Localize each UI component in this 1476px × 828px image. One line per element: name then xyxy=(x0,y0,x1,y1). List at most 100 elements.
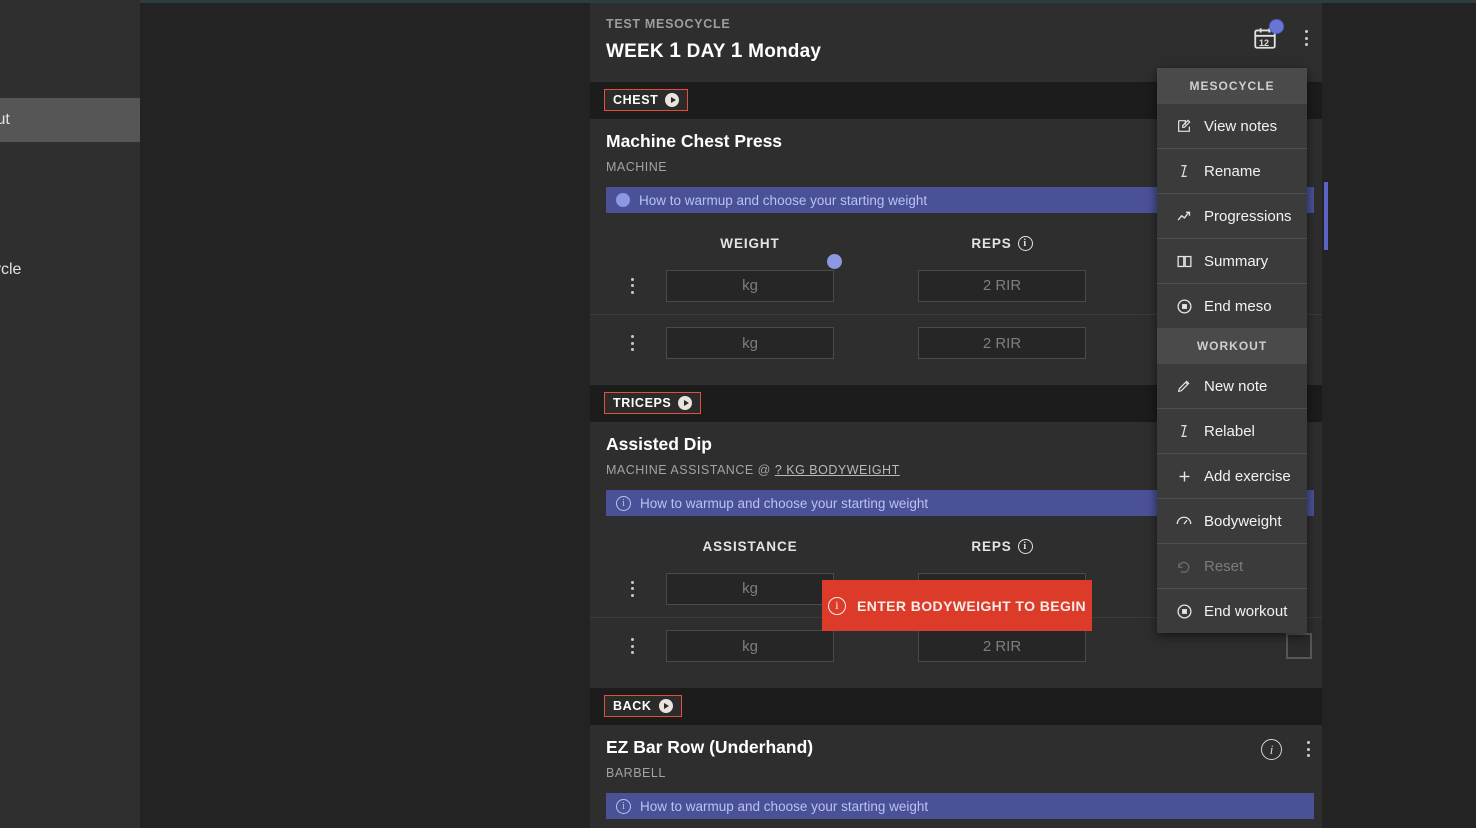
set-row: kg 2 RIR xyxy=(590,314,1330,371)
notification-badge xyxy=(1269,19,1284,34)
menu-item-label: End workout xyxy=(1204,602,1288,620)
assistance-field-wrap: kg xyxy=(666,572,834,605)
sidebar: RP Beta Current workout Exercises Plan a… xyxy=(0,0,140,828)
workout-content: TEST MESOCYCLE WEEK 1 DAY 1 Monday 12 xyxy=(590,3,1330,828)
day-number: 1 xyxy=(730,39,743,62)
reps-input[interactable]: 2 RIR xyxy=(918,269,1086,302)
column-header-assistance: ASSISTANCE xyxy=(702,539,798,554)
sidebar-item-profile[interactable]: Profile xyxy=(0,374,140,418)
menu-item-new-note[interactable]: New note xyxy=(1157,363,1307,408)
exercise-equipment: MACHINE xyxy=(606,160,668,174)
set-more-vertical-icon[interactable] xyxy=(622,274,642,298)
exercise-more-vertical-icon[interactable] xyxy=(1298,737,1318,761)
exercise-card-ez-bar-row: EZ Bar Row (Underhand) BARBELL i i How t… xyxy=(590,725,1330,828)
header-more-vertical-icon[interactable] xyxy=(1296,26,1316,50)
menu-item-rename[interactable]: Rename xyxy=(1157,148,1307,193)
sidebar-brand: RP Beta xyxy=(0,52,140,98)
exercise-header: Machine Chest Press MACHINE xyxy=(590,119,1330,174)
calendar-icon[interactable]: 12 xyxy=(1252,19,1284,51)
reps-input[interactable]: 2 RIR xyxy=(918,630,1086,662)
menu-section-workout: WORKOUT xyxy=(1157,328,1307,363)
menu-item-label: Summary xyxy=(1204,252,1269,270)
week-word: WEEK xyxy=(606,41,664,62)
menu-item-bodyweight[interactable]: Bodyweight xyxy=(1157,498,1307,543)
column-header-reps: REPS xyxy=(971,539,1012,554)
exercise-header: EZ Bar Row (Underhand) BARBELL i xyxy=(590,725,1330,780)
sidebar-item-plan-mesocycle[interactable]: Plan a mesocycle xyxy=(0,261,22,278)
set-more-vertical-icon[interactable] xyxy=(622,634,642,658)
undo-icon xyxy=(1175,558,1193,575)
day-word: DAY xyxy=(686,41,726,62)
text-cursor-icon xyxy=(1175,163,1193,179)
header-actions: 12 xyxy=(1252,19,1316,51)
menu-item-reset[interactable]: Reset xyxy=(1157,543,1307,588)
assistance-input[interactable]: kg xyxy=(666,630,834,662)
mesocycle-label: TEST MESOCYCLE xyxy=(606,17,731,31)
menu-item-label: Add exercise xyxy=(1204,467,1291,485)
empty-left-pane xyxy=(140,3,590,828)
muscle-group-label: CHEST xyxy=(613,93,659,107)
scrollbar-thumb[interactable] xyxy=(1324,182,1328,250)
sidebar-item-current-workout[interactable]: Current workout xyxy=(0,98,140,142)
sidebar-item-settings[interactable]: Settings xyxy=(0,418,140,462)
assistance-input[interactable]: kg xyxy=(666,572,834,605)
loading-dot-icon xyxy=(616,193,630,207)
info-circle-icon: i xyxy=(616,495,631,511)
muscle-group-row: BACK xyxy=(590,688,1330,718)
reps-info-icon[interactable]: i xyxy=(1017,539,1033,554)
workout-options-menu: MESOCYCLE View notes Rename xyxy=(1157,68,1307,633)
bodyweight-link[interactable]: ? KG BODYWEIGHT xyxy=(774,463,900,477)
info-circle-icon: i xyxy=(616,798,631,814)
weight-input[interactable]: kg xyxy=(666,327,834,359)
exercise-header-icons: i xyxy=(1261,737,1318,761)
muscle-group-tag-chest[interactable]: CHEST xyxy=(604,89,689,111)
exercise-equipment: MACHINE ASSISTANCE @ ? KG BODYWEIGHT xyxy=(606,463,1316,477)
day-name: Monday xyxy=(748,41,822,62)
weight-input[interactable]: kg xyxy=(666,269,834,302)
exercise-info-icon[interactable]: i xyxy=(1261,738,1282,760)
stop-circle-icon xyxy=(1175,603,1193,620)
sidebar-item-exercises[interactable]: Exercises xyxy=(0,204,140,248)
menu-item-end-meso[interactable]: End meso xyxy=(1157,283,1307,328)
assistance-field-wrap: kg xyxy=(666,630,834,662)
muscle-group-label: TRICEPS xyxy=(613,396,672,410)
trend-up-icon xyxy=(1175,208,1193,225)
exercise-header: Assisted Dip MACHINE ASSISTANCE @ ? KG B… xyxy=(590,422,1330,477)
menu-section-mesocycle: MESOCYCLE xyxy=(1157,68,1307,103)
menu-item-relabel[interactable]: Relabel xyxy=(1157,408,1307,453)
exercise-name: Assisted Dip xyxy=(606,434,712,454)
sidebar-item-overview[interactable]: Overview xyxy=(0,692,140,736)
week-number: 1 xyxy=(669,39,682,62)
menu-item-progressions[interactable]: Progressions xyxy=(1157,193,1307,238)
content-scrollbar[interactable] xyxy=(1322,3,1330,828)
set-more-vertical-icon[interactable] xyxy=(622,577,642,601)
menu-item-view-notes[interactable]: View notes xyxy=(1157,103,1307,148)
set-row: kg 2 RIR xyxy=(590,617,1330,674)
muscle-group-tag-back[interactable]: BACK xyxy=(604,695,682,717)
reps-info-icon[interactable]: i xyxy=(1017,236,1033,251)
edit-note-icon xyxy=(1175,118,1193,134)
menu-item-end-workout[interactable]: End workout xyxy=(1157,588,1307,633)
calendar-day-number: 12 xyxy=(1259,38,1270,48)
menu-item-label: End meso xyxy=(1204,297,1272,315)
warmup-banner[interactable]: i How to warmup and choose your starting… xyxy=(606,793,1314,819)
sidebar-item-login[interactable]: Log in xyxy=(0,462,140,506)
set-complete-checkbox[interactable] xyxy=(1286,633,1312,659)
warmup-banner-text: How to warmup and choose your starting w… xyxy=(639,192,928,208)
set-more-vertical-icon[interactable] xyxy=(622,331,642,355)
menu-item-add-exercise[interactable]: Add exercise xyxy=(1157,453,1307,498)
menu-item-summary[interactable]: Summary xyxy=(1157,238,1307,283)
enter-bodyweight-toast[interactable]: i ENTER BODYWEIGHT TO BEGIN xyxy=(822,580,1092,631)
set-table-header: ASSISTANCE REPS i xyxy=(590,534,1330,560)
play-circle-icon[interactable] xyxy=(665,93,680,107)
pencil-icon xyxy=(1175,378,1193,394)
play-circle-icon[interactable] xyxy=(658,699,673,713)
set-table-header: WEIGHT REPS i xyxy=(590,231,1330,257)
text-cursor-icon xyxy=(1175,423,1193,439)
play-circle-icon[interactable] xyxy=(678,396,693,410)
reps-input[interactable]: 2 RIR xyxy=(918,327,1086,359)
muscle-group-tag-triceps[interactable]: TRICEPS xyxy=(604,392,702,414)
weight-field-wrap: kg xyxy=(666,327,834,359)
weight-field-wrap: kg xyxy=(666,253,842,302)
